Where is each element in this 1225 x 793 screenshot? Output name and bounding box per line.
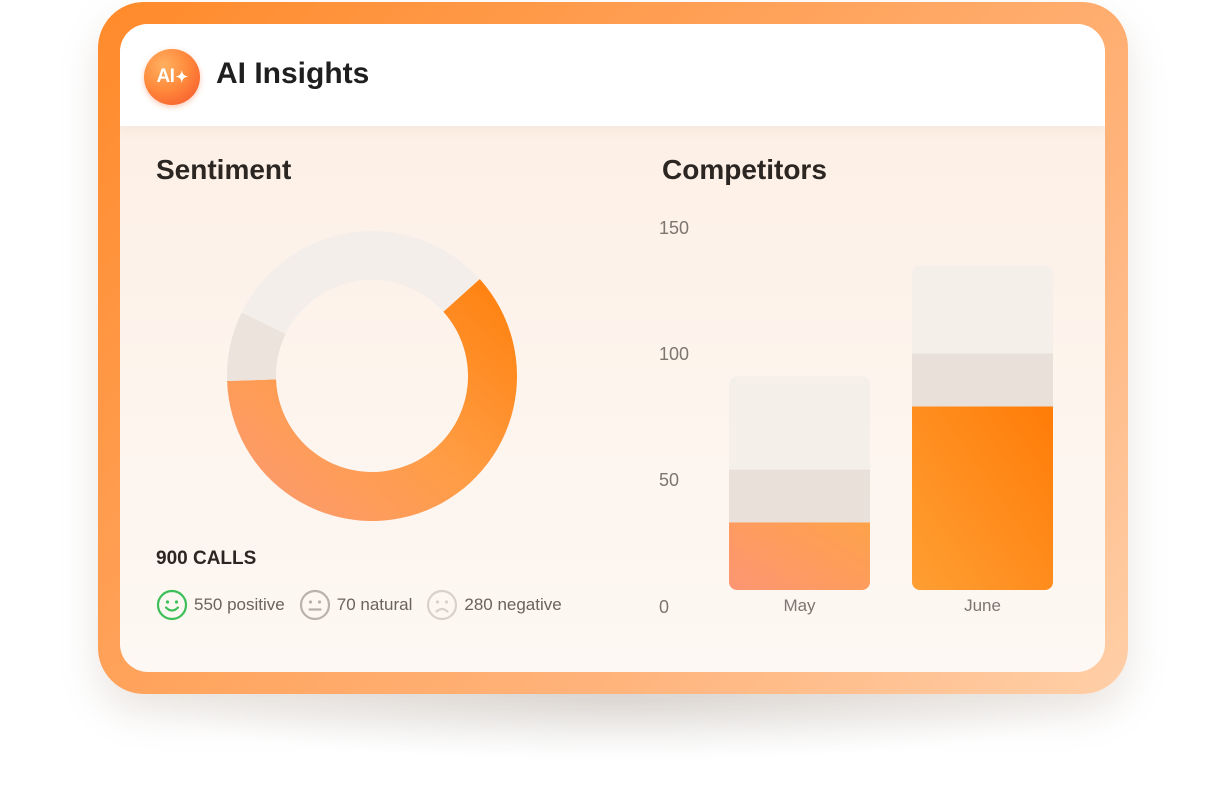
- frown-icon: [427, 589, 458, 621]
- neutral-face-icon: [299, 589, 330, 621]
- donut-slice-positive: [227, 278, 518, 521]
- card-header: AI ✦ AI Insights: [120, 24, 1105, 126]
- bar-segment: [912, 265, 1053, 354]
- donut-slice-negative: [241, 231, 480, 334]
- legend-natural: 70 natural: [299, 589, 413, 621]
- bar-may: [729, 376, 870, 590]
- y-tick-label: 100: [659, 344, 690, 364]
- legend-positive-label: 550 positive: [194, 595, 285, 614]
- bar-segment: [729, 376, 870, 470]
- y-tick-label: 0: [659, 597, 670, 617]
- bar-june: [912, 265, 1053, 590]
- sparkle-icon: ✦: [175, 69, 188, 86]
- y-tick-label: 50: [659, 470, 680, 490]
- bar-segment: [912, 353, 1053, 407]
- insights-card: AI ✦ AI Insights Sentiment 900 CALLS: [120, 24, 1105, 672]
- competitors-title: Competitors: [662, 154, 827, 185]
- sentiment-donut-chart: [226, 230, 518, 522]
- ai-logo-icon: AI ✦: [144, 49, 200, 105]
- bar-segment: [912, 406, 1053, 590]
- y-tick-label: 150: [659, 218, 690, 238]
- total-calls: 900 CALLS: [156, 548, 257, 569]
- logo-text: AI: [156, 66, 175, 87]
- bar-segment: [729, 522, 870, 590]
- legend-negative: 280 negative: [426, 589, 562, 621]
- sentiment-legend: 550 positive 70 natural 280 negative: [156, 589, 576, 621]
- donut-slice-natural: [227, 312, 286, 382]
- sentiment-donut-svg: [227, 231, 518, 521]
- x-category-label: June: [964, 596, 1001, 615]
- sentiment-title: Sentiment: [156, 154, 292, 185]
- legend-natural-label: 70 natural: [336, 595, 413, 614]
- legend-negative-label: 280 negative: [464, 595, 562, 614]
- x-category-label: May: [783, 596, 816, 615]
- competitors-bar-chart: [729, 265, 1053, 590]
- legend-positive: 550 positive: [156, 589, 285, 621]
- bar-segment: [729, 469, 870, 523]
- app-title: AI Insights: [216, 57, 370, 90]
- smile-icon: [156, 589, 188, 621]
